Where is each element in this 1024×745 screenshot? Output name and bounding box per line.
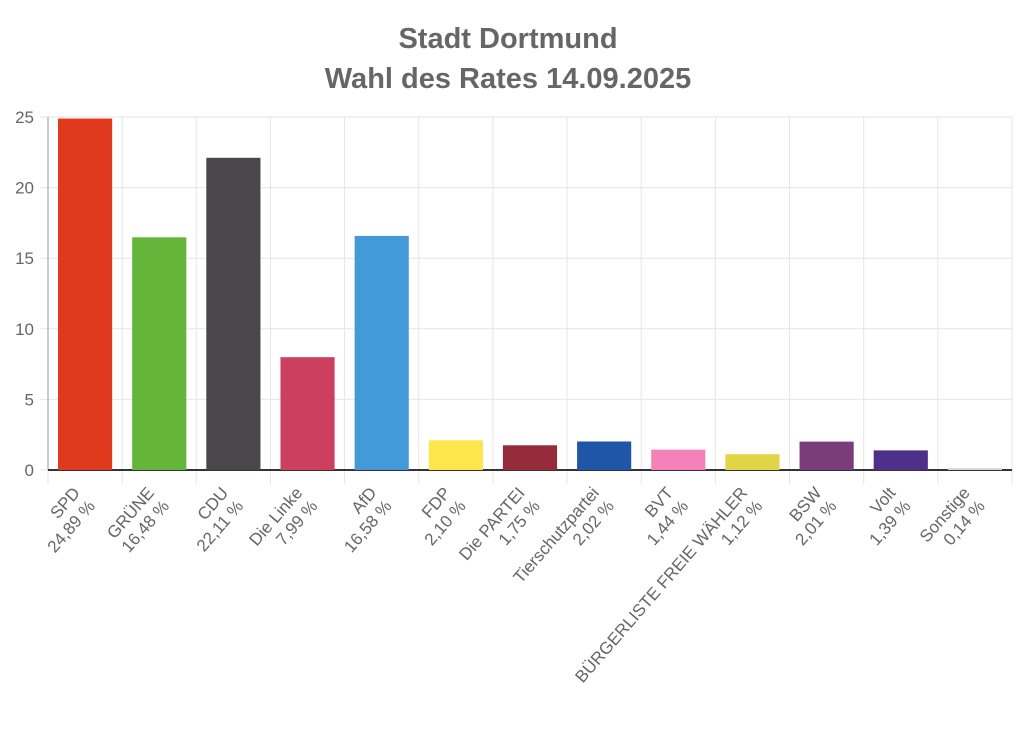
chart-title-line-2: Wahl des Rates 14.09.2025 [325,63,691,95]
bar-spd [58,118,113,471]
x-tick-label: CDU22,11 % [178,484,248,556]
bar-b-rgerliste-freie-w-hler [725,454,780,470]
y-tick-label: 10 [15,320,34,339]
bar-sonstige [947,468,1002,470]
y-tick-label: 20 [15,179,34,198]
bar-bsw [799,441,854,470]
bar-volt [873,450,928,470]
x-tick-label: Volt1,39 % [850,483,914,549]
x-tick-label: GRÜNE16,48 % [103,484,173,557]
x-tick-label: AfD16,58 % [325,484,395,557]
bar-bvt [651,449,706,470]
bar-die-linke [280,357,335,470]
bar-die-partei [502,445,558,470]
bar-tierschutzpartei [577,441,632,470]
bar-afd [354,235,409,470]
bar-cdu [206,157,261,470]
x-tick-label: Die Linke7,99 % [245,484,321,563]
bar-gr-ne [132,237,187,470]
y-tick-label: 5 [25,390,34,409]
x-tick-label: BSW2,01 % [776,484,840,550]
chart-title-line-1: Stadt Dortmund [398,23,617,55]
bar-fdp [428,440,483,470]
x-tick-label: BVT1,44 % [628,484,692,550]
x-tick-label: FDP2,10 % [406,484,470,550]
y-tick-label: 0 [25,461,34,480]
y-tick-label: 15 [15,249,34,268]
y-tick-label: 25 [15,108,34,127]
x-tick-label: SPD24,89 % [29,484,99,557]
x-tick-label: Sonstige0,14 % [916,484,989,560]
